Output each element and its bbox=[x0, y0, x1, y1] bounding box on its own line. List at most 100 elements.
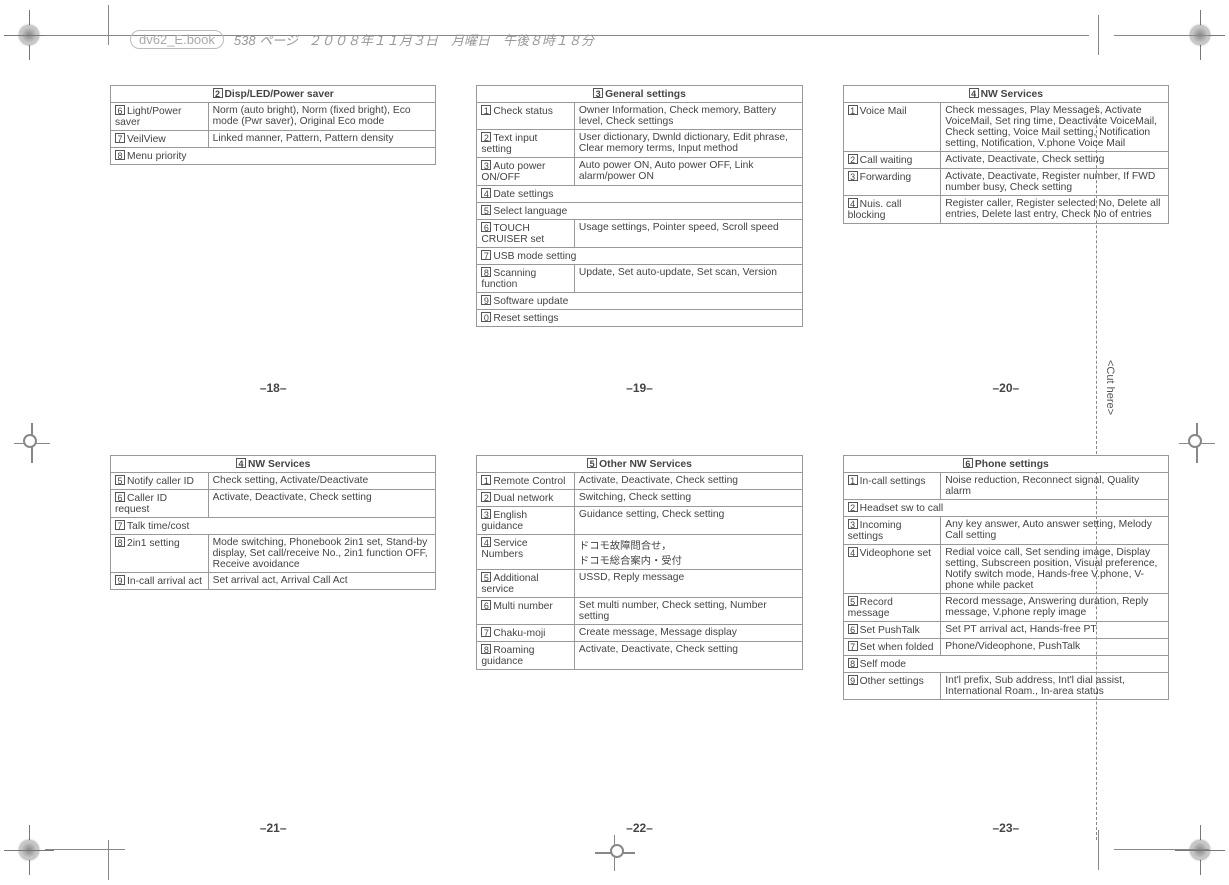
panel-22: 5Other NW Services1Remote ControlActivat… bbox=[476, 455, 802, 835]
row-label: Set when folded bbox=[860, 642, 934, 653]
table-row: 9Software update bbox=[477, 293, 802, 310]
row-label-cell: 2Text input setting bbox=[477, 130, 575, 158]
table-row: 4Videophone setRedial voice call, Set se… bbox=[843, 545, 1168, 594]
row-value-cell: Activate, Deactivate, Check setting bbox=[941, 152, 1169, 169]
table-row: 1Remote ControlActivate, Deactivate, Che… bbox=[477, 473, 802, 490]
row-value-cell: Mode switching, Phonebook 2in1 set, Stan… bbox=[208, 535, 436, 573]
table-row: 9Other settingsInt'l prefix, Sub address… bbox=[843, 673, 1168, 700]
row-number-icon: 4 bbox=[481, 537, 491, 547]
table-row: 9In-call arrival actSet arrival act, Arr… bbox=[111, 573, 436, 590]
row-number-icon: 6 bbox=[115, 105, 125, 115]
row-number-icon: 5 bbox=[481, 205, 491, 215]
table-title-text: Disp/LED/Power saver bbox=[225, 89, 334, 100]
row-label: Chaku-moji bbox=[493, 628, 545, 639]
settings-table: 5Other NW Services1Remote ControlActivat… bbox=[476, 455, 802, 670]
row-label-cell: 6TOUCH CRUISER set bbox=[477, 220, 575, 248]
table-row: 6Multi numberSet multi number, Check set… bbox=[477, 598, 802, 625]
table-row: 8Self mode bbox=[843, 656, 1168, 673]
row-label-cell: 3Auto power ON/OFF bbox=[477, 158, 575, 186]
table-title: 2Disp/LED/Power saver bbox=[111, 86, 436, 103]
row-label-cell: 9Software update bbox=[477, 293, 802, 310]
row-label-cell: 8Roaming guidance bbox=[477, 642, 575, 670]
table-row: 6Caller ID requestActivate, Deactivate, … bbox=[111, 490, 436, 518]
table-row: 5Select language bbox=[477, 203, 802, 220]
rule-line bbox=[1098, 15, 1099, 55]
table-title-text: Phone settings bbox=[975, 459, 1049, 470]
crop-mark bbox=[12, 18, 46, 52]
table-row: 1Voice MailCheck messages, Play Messages… bbox=[843, 103, 1168, 152]
page-number: –18– bbox=[110, 381, 436, 395]
row-number-icon: 1 bbox=[848, 105, 858, 115]
table-row: 7Talk time/cost bbox=[111, 518, 436, 535]
row-number-icon: 2 bbox=[848, 502, 858, 512]
row-label-cell: 5Record message bbox=[843, 594, 941, 622]
table-row: 8Roaming guidanceActivate, Deactivate, C… bbox=[477, 642, 802, 670]
settings-table: 4NW Services5Notify caller IDCheck setti… bbox=[110, 455, 436, 590]
row-label-cell: 8Scanning function bbox=[477, 265, 575, 293]
table-row: 2Text input settingUser dictionary, Dwnl… bbox=[477, 130, 802, 158]
title-number-icon: 5 bbox=[587, 458, 597, 468]
row-label-cell: 1Remote Control bbox=[477, 473, 575, 490]
row-value-cell: Usage settings, Pointer speed, Scroll sp… bbox=[574, 220, 802, 248]
row-number-icon: 8 bbox=[481, 644, 491, 654]
table-23: 6Phone settings1In-call settingsNoise re… bbox=[843, 455, 1169, 700]
row-value-cell: Any key answer, Auto answer setting, Mel… bbox=[941, 517, 1169, 545]
row-number-icon: 2 bbox=[481, 492, 491, 502]
row-value-cell: Create message, Message display bbox=[574, 625, 802, 642]
row-label-cell: 4Date settings bbox=[477, 186, 802, 203]
panel-18: 2Disp/LED/Power saver6Light/Power saverN… bbox=[110, 85, 436, 395]
page-header: dv62_E.book 538 ページ ２００８年１１月３日 月曜日 午後８時１… bbox=[130, 30, 594, 49]
table-row: 82in1 settingMode switching, Phonebook 2… bbox=[111, 535, 436, 573]
row-value-cell: Guidance setting, Check setting bbox=[574, 507, 802, 535]
row-number-icon: 4 bbox=[481, 188, 491, 198]
table-title: 4NW Services bbox=[111, 456, 436, 473]
row-number-icon: 3 bbox=[848, 171, 858, 181]
table-row: 3Incoming settingsAny key answer, Auto a… bbox=[843, 517, 1168, 545]
row-label-cell: 7Set when folded bbox=[843, 639, 941, 656]
table-row: 1In-call settingsNoise reduction, Reconn… bbox=[843, 473, 1168, 500]
table-row: 8Menu priority bbox=[111, 148, 436, 165]
row-label-cell: 2Dual network bbox=[477, 490, 575, 507]
table-row: 7Chaku-mojiCreate message, Message displ… bbox=[477, 625, 802, 642]
header-date: ２００８年１１月３日 月曜日 午後８時１８分 bbox=[308, 30, 594, 49]
row-bottom: 4NW Services5Notify caller IDCheck setti… bbox=[110, 455, 1169, 835]
table-title: 5Other NW Services bbox=[477, 456, 802, 473]
table-row: 2Headset sw to call bbox=[843, 500, 1168, 517]
settings-table: 4NW Services1Voice MailCheck messages, P… bbox=[843, 85, 1169, 224]
table-title-text: NW Services bbox=[248, 459, 310, 470]
row-number-icon: 8 bbox=[848, 658, 858, 668]
table-row: 0Reset settings bbox=[477, 310, 802, 327]
row-value-cell: Activate, Deactivate, Register number, I… bbox=[941, 169, 1169, 196]
row-number-icon: 6 bbox=[481, 600, 491, 610]
row-value-cell: Redial voice call, Set sending image, Di… bbox=[941, 545, 1169, 594]
panel-19: 3General settings1Check statusOwner Info… bbox=[476, 85, 802, 395]
row-value-cell: Phone/Videophone, PushTalk bbox=[941, 639, 1169, 656]
row-value-cell: Activate, Deactivate, Check setting bbox=[574, 473, 802, 490]
row-label: USB mode setting bbox=[493, 251, 576, 262]
row-number-icon: 8 bbox=[115, 150, 125, 160]
row-number-icon: 1 bbox=[481, 475, 491, 485]
row-label-cell: 7USB mode setting bbox=[477, 248, 802, 265]
table-row: 6Set PushTalkSet PT arrival act, Hands-f… bbox=[843, 622, 1168, 639]
table-row: 3ForwardingActivate, Deactivate, Registe… bbox=[843, 169, 1168, 196]
row-label-cell: 5Notify caller ID bbox=[111, 473, 209, 490]
row-value-cell: USSD, Reply message bbox=[574, 570, 802, 598]
row-label: Notify caller ID bbox=[127, 476, 194, 487]
row-label: Headset sw to call bbox=[860, 503, 944, 514]
row-label-cell: 8Self mode bbox=[843, 656, 1168, 673]
table-row: 4Service Numbersドコモ故障問合せ， ドコモ総合案内・受付 bbox=[477, 535, 802, 570]
rule-line bbox=[1114, 849, 1209, 850]
row-value-cell: User dictionary, Dwnld dictionary, Edit … bbox=[574, 130, 802, 158]
settings-table: 2Disp/LED/Power saver6Light/Power saverN… bbox=[110, 85, 436, 165]
row-number-icon: 1 bbox=[481, 105, 491, 115]
row-number-icon: 9 bbox=[115, 575, 125, 585]
table-21: 4NW Services5Notify caller IDCheck setti… bbox=[110, 455, 436, 590]
header-filename: dv62_E.book bbox=[130, 30, 224, 49]
row-value-cell: Set multi number, Check setting, Number … bbox=[574, 598, 802, 625]
row-value-cell: Update, Set auto-update, Set scan, Versi… bbox=[574, 265, 802, 293]
title-number-icon: 4 bbox=[969, 88, 979, 98]
row-label: 2in1 setting bbox=[127, 538, 180, 549]
table-row: 1Check statusOwner Information, Check me… bbox=[477, 103, 802, 130]
row-label-cell: 82in1 setting bbox=[111, 535, 209, 573]
row-number-icon: 6 bbox=[115, 492, 125, 502]
